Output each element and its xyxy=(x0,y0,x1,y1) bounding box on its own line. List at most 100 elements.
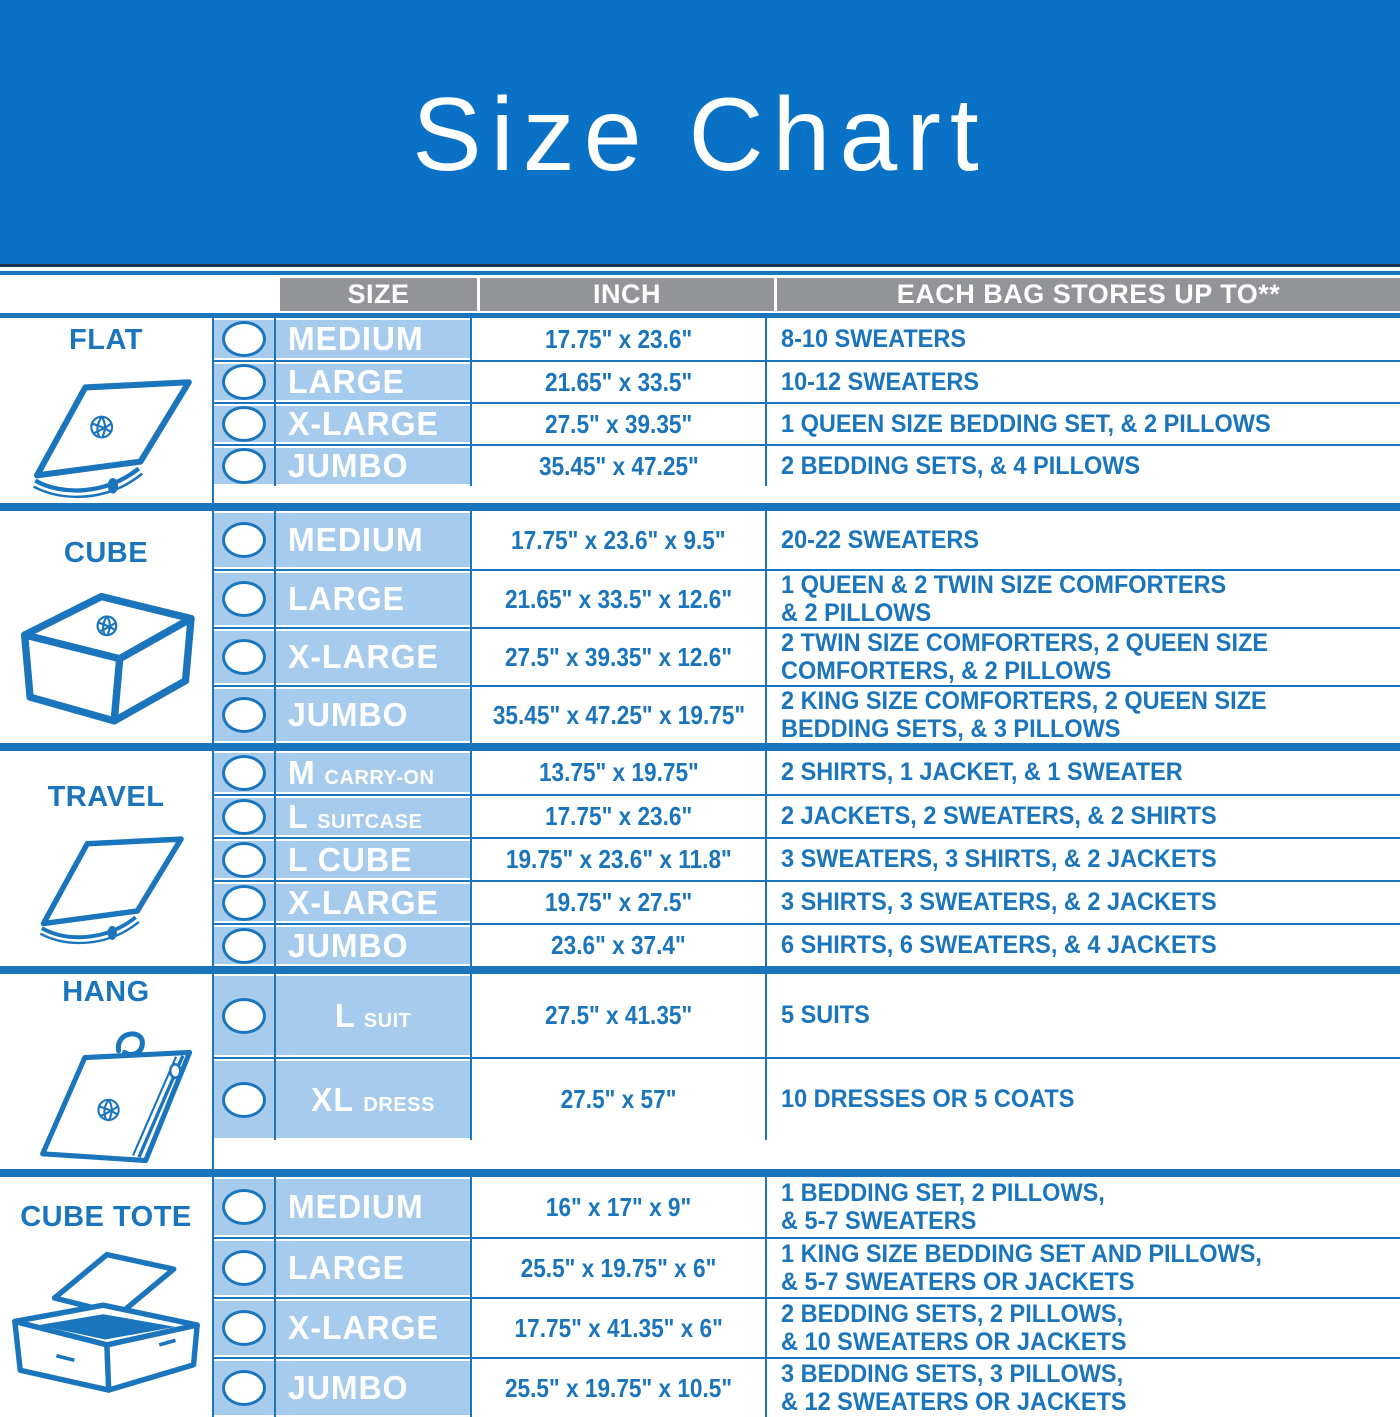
table-row: MEDIUM 16" x 17" x 9" 1 BEDDING SET, 2 P… xyxy=(214,1177,1400,1237)
size-sublabel: CARRY-ON xyxy=(324,766,435,789)
inch-value: 13.75" x 19.75" xyxy=(538,757,699,787)
group-title: HANG xyxy=(62,976,150,1008)
stores-value: 6 SHIRTS, 6 SWEATERS, & 4 JACKETS xyxy=(781,931,1217,960)
circle-marker xyxy=(222,448,266,484)
radio-circle-cell xyxy=(214,511,276,569)
group-hang-rows: L SUIT 27.5" x 41.35" 5 SUITS XL DRESS 27.… xyxy=(214,974,1400,1169)
circle-marker xyxy=(222,522,266,558)
inch-value: 16" x 17" x 9" xyxy=(545,1191,692,1222)
radio-circle-cell xyxy=(214,629,276,685)
circle-marker xyxy=(222,1310,266,1346)
radio-circle-cell xyxy=(214,571,276,627)
stores-value: 10-12 SWEATERS xyxy=(781,367,980,396)
radio-circle-cell xyxy=(214,362,276,402)
header-gap xyxy=(477,278,480,311)
inch-value: 17.75" x 23.6" xyxy=(544,801,693,831)
group-hang-label-col: HANG xyxy=(0,974,214,1169)
table-row: MEDIUM 17.75" x 23.6" x 9.5" 20-22 SWEAT… xyxy=(214,511,1400,569)
stores-cell: 10 DRESSES OR 5 COATS xyxy=(767,1059,1400,1140)
page-title: Size Chart xyxy=(412,76,988,193)
size-cell: JUMBO xyxy=(276,446,472,486)
group-title: FLAT xyxy=(69,324,143,356)
group-cube: CUBE MEDIUM 17.75" x 23.6" x 9.5" 20-22 … xyxy=(0,511,1400,743)
inch-cell: 21.65" x 33.5" x 12.6" xyxy=(472,571,767,627)
circle-marker xyxy=(222,1250,266,1286)
circle-marker xyxy=(222,841,266,878)
radio-circle-cell xyxy=(214,687,276,743)
size-sublabel: SUIT xyxy=(363,1009,412,1032)
stores-cell: 1 BEDDING SET, 2 PILLOWS, & 5-7 SWEATERS xyxy=(767,1177,1400,1237)
size-cell: JUMBO xyxy=(276,687,472,743)
group-cube-tote: CUBE TOTE MEDIUM 16" x 17" x 9" 1 BEDDIN… xyxy=(0,1177,1400,1417)
circle-marker xyxy=(222,321,266,357)
table-row: JUMBO 35.45" x 47.25" 2 BEDDING SETS, & … xyxy=(214,444,1400,486)
circle-marker xyxy=(222,927,266,964)
table-row: JUMBO 23.6" x 37.4" 6 SHIRTS, 6 SWEATERS… xyxy=(214,923,1400,966)
header-gap xyxy=(774,278,777,311)
size-cell: MEDIUM xyxy=(276,511,472,569)
group-cube-rows: MEDIUM 17.75" x 23.6" x 9.5" 20-22 SWEAT… xyxy=(214,511,1400,743)
radio-circle-cell xyxy=(214,318,276,360)
stores-cell: 3 SWEATERS, 3 SHIRTS, & 2 JACKETS xyxy=(767,839,1400,880)
size-cell: MEDIUM xyxy=(276,318,472,360)
size-sublabel: SUITCASE xyxy=(317,810,423,833)
stores-value: 3 SHIRTS, 3 SWEATERS, & 2 JACKETS xyxy=(781,888,1217,917)
stores-value: 1 BEDDING SET, 2 PILLOWS, & 5-7 SWEATERS xyxy=(781,1178,1105,1236)
group-travel: TRAVEL M CARRY-ON 13.75" x 19.75" 2 SHIRT… xyxy=(0,751,1400,966)
inch-cell: 17.75" x 41.35" x 6" xyxy=(472,1299,767,1357)
inch-value: 21.65" x 33.5" xyxy=(544,366,693,397)
table-row: LARGE 21.65" x 33.5" 10-12 SWEATERS xyxy=(214,360,1400,402)
stores-cell: 6 SHIRTS, 6 SWEATERS, & 4 JACKETS xyxy=(767,925,1400,966)
inch-cell: 17.75" x 23.6" xyxy=(472,796,767,837)
size-label: LARGE xyxy=(288,363,405,400)
column-header-size: SIZE xyxy=(280,278,477,311)
flat-bag-icon xyxy=(32,379,192,499)
table-row: JUMBO 35.45" x 47.25" x 19.75" 2 KING SI… xyxy=(214,685,1400,743)
stores-value: 2 SHIRTS, 1 JACKET, & 1 SWEATER xyxy=(781,758,1183,787)
size-label: JUMBO xyxy=(288,1369,409,1406)
header-left-spacer xyxy=(0,278,280,311)
size-label: MEDIUM xyxy=(288,521,424,558)
table-row: LARGE 25.5" x 19.75" x 6" 1 KING SIZE BE… xyxy=(214,1237,1400,1297)
stores-value: 1 QUEEN & 2 TWIN SIZE COMFORTERS & 2 PIL… xyxy=(781,570,1227,628)
group-divider xyxy=(0,743,1400,751)
inch-value: 19.75" x 23.6" x 11.8" xyxy=(505,844,732,874)
radio-circle-cell xyxy=(214,839,276,880)
stores-cell: 2 BEDDING SETS, 2 PILLOWS, & 10 SWEATERS… xyxy=(767,1299,1400,1357)
radio-circle-cell xyxy=(214,751,276,794)
group-flat-label-col: FLAT xyxy=(0,318,214,503)
group-title: TRAVEL xyxy=(47,781,165,813)
travel-bag-icon xyxy=(39,836,184,945)
circle-marker xyxy=(222,639,266,675)
table-row: L SUITCASE 17.75" x 23.6" 2 JACKETS, 2 SW… xyxy=(214,794,1400,837)
inch-value: 19.75" x 27.5" xyxy=(544,887,693,917)
inch-cell: 27.5" x 57" xyxy=(472,1059,767,1140)
table-row: LARGE 21.65" x 33.5" x 12.6" 1 QUEEN & 2… xyxy=(214,569,1400,627)
stores-cell: 8-10 SWEATERS xyxy=(767,318,1400,360)
inch-cell: 19.75" x 27.5" xyxy=(472,882,767,923)
inch-value: 17.75" x 23.6" x 9.5" xyxy=(511,524,726,555)
cube-bag-icon xyxy=(20,592,195,725)
group-flat-rows: MEDIUM 17.75" x 23.6" 8-10 SWEATERS LARG… xyxy=(214,318,1400,503)
size-cell: L SUITCASE xyxy=(276,796,472,837)
size-label: MEDIUM xyxy=(288,320,424,357)
column-header-inch: INCH xyxy=(480,278,774,311)
table-row: L SUIT 27.5" x 41.35" 5 SUITS xyxy=(214,974,1400,1057)
inch-value: 25.5" x 19.75" x 6" xyxy=(520,1252,717,1283)
table-row: XL DRESS 27.5" x 57" 10 DRESSES OR 5 COAT… xyxy=(214,1057,1400,1140)
circle-marker xyxy=(222,798,266,835)
inch-cell: 25.5" x 19.75" x 6" xyxy=(472,1239,767,1297)
stores-value: 5 SUITS xyxy=(781,1001,870,1030)
size-cell: MEDIUM xyxy=(276,1177,472,1237)
size-label: X-LARGE xyxy=(288,405,439,442)
table-row: L CUBE 19.75" x 23.6" x 11.8" 3 SWEATERS… xyxy=(214,837,1400,880)
inch-value: 35.45" x 47.25" x 19.75" xyxy=(492,699,745,730)
inch-value: 17.75" x 41.35" x 6" xyxy=(514,1312,723,1343)
stores-cell: 1 QUEEN SIZE BEDDING SET, & 2 PILLOWS xyxy=(767,404,1400,444)
radio-circle-cell xyxy=(214,925,276,966)
circle-marker xyxy=(222,754,266,791)
circle-marker xyxy=(222,997,266,1034)
stores-value: 2 KING SIZE COMFORTERS, 2 QUEEN SIZE BED… xyxy=(781,686,1267,744)
inch-cell: 16" x 17" x 9" xyxy=(472,1177,767,1237)
column-header-stores: EACH BAG STORES UP TO** xyxy=(777,278,1400,311)
